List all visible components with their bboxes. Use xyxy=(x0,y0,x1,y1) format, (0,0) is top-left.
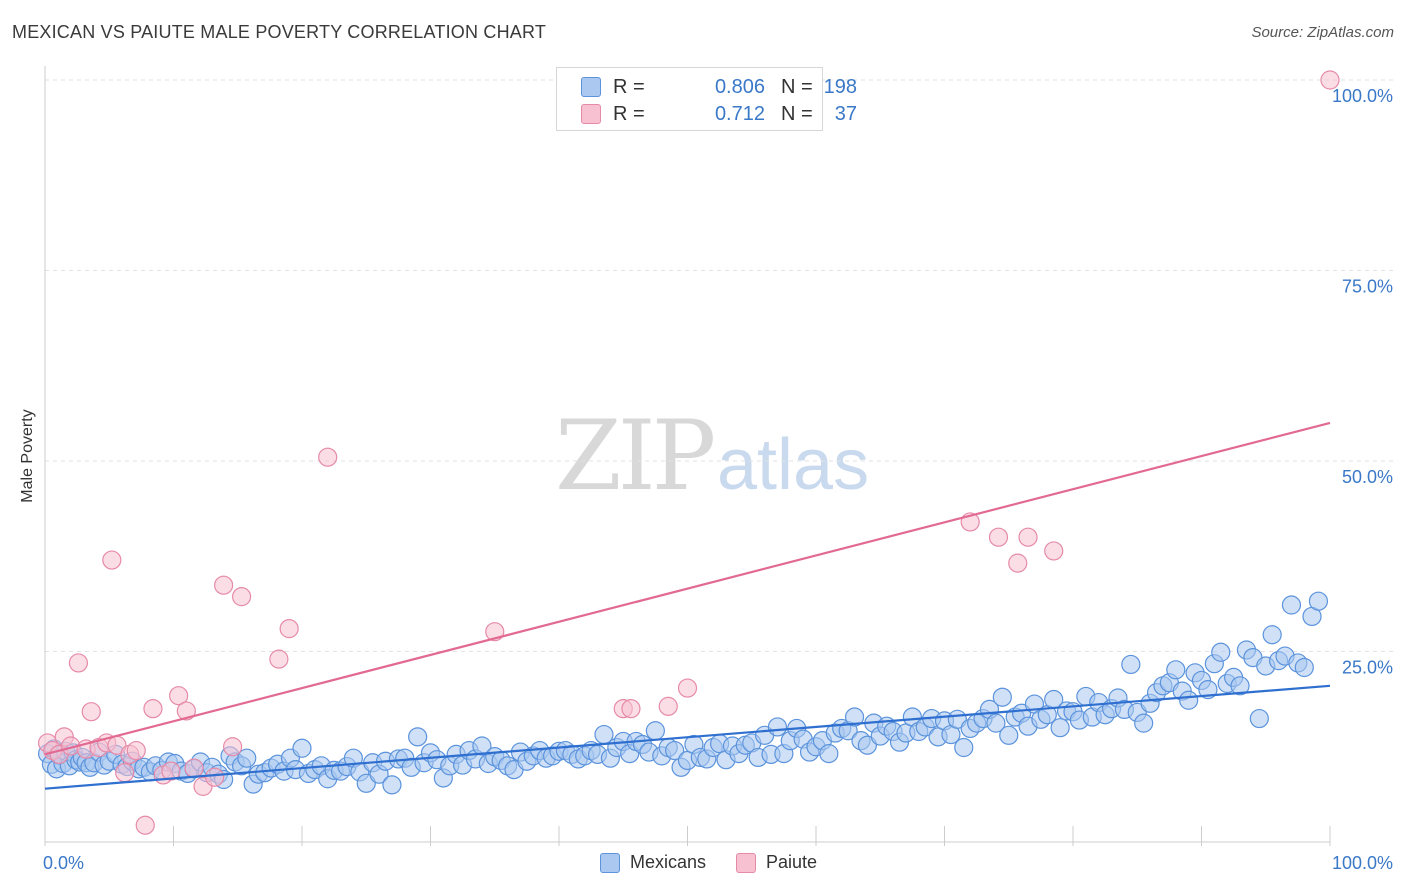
legend-item-mexicans[interactable]: Mexicans xyxy=(600,852,706,873)
chart-title: MEXICAN VS PAIUTE MALE POVERTY CORRELATI… xyxy=(12,22,547,42)
trend-lines xyxy=(44,421,1331,790)
mexicans-point xyxy=(844,707,865,727)
n-value: 198 xyxy=(823,75,857,98)
n-label: N = xyxy=(781,102,813,125)
paiute-point xyxy=(1044,541,1064,561)
paiute-point xyxy=(223,737,243,757)
x-tick-label: 0.0% xyxy=(43,853,84,873)
mexicans-point xyxy=(1050,718,1070,738)
paiute-point xyxy=(143,699,163,719)
grid-lines xyxy=(45,79,1395,652)
paiute-point xyxy=(214,575,234,595)
mexicans-point xyxy=(665,740,685,761)
paiute-point xyxy=(169,686,189,706)
mexicans-point xyxy=(954,737,974,758)
stats-row-mexicans: R = 0.806 N = 198 xyxy=(581,76,857,98)
series-legend: Mexicans Paiute xyxy=(600,852,847,873)
mexicans-point xyxy=(767,717,788,737)
mexicans-point xyxy=(1211,642,1231,662)
axes xyxy=(44,66,1331,846)
x-tick-label: 100.0% xyxy=(1332,853,1393,873)
r-value: 0.712 xyxy=(714,102,765,125)
mexicans-point xyxy=(1294,657,1314,678)
mexicans-point xyxy=(472,736,492,756)
mexicans-point xyxy=(1179,690,1199,710)
y-tick-label: 50.0% xyxy=(1342,467,1393,487)
mexicans-point xyxy=(237,748,257,768)
mexicans-point xyxy=(1308,591,1329,611)
mexicans-point xyxy=(999,725,1019,745)
mexicans-point xyxy=(1262,625,1282,645)
paiute-point xyxy=(988,527,1009,547)
paiute-point xyxy=(621,699,641,719)
paiute-swatch xyxy=(581,104,601,124)
paiute-swatch xyxy=(736,852,757,873)
paiute-point xyxy=(318,447,338,467)
paiute-point xyxy=(115,763,135,783)
source-label: Source: ZipAtlas.com xyxy=(1251,24,1394,41)
mexicans-swatch xyxy=(581,77,601,97)
paiute-point xyxy=(161,761,181,781)
mexicans-point xyxy=(1166,660,1186,680)
watermark-zip: ZIP xyxy=(555,400,716,512)
n-label: N = xyxy=(781,75,813,98)
mexicans-point xyxy=(1134,713,1154,733)
paiute-point xyxy=(102,550,122,570)
y-tick-label: 75.0% xyxy=(1342,277,1393,297)
paiute-point xyxy=(176,701,196,721)
paiute-point xyxy=(81,702,101,722)
mexicans-point xyxy=(382,775,402,795)
paiute-point xyxy=(1018,527,1038,547)
mexicans-swatch xyxy=(600,852,620,873)
mexicans-point xyxy=(1281,595,1302,615)
paiute-point xyxy=(677,678,698,698)
legend-item-paiute[interactable]: Paiute xyxy=(736,852,817,873)
r-value: 0.806 xyxy=(714,75,765,98)
n-value: 37 xyxy=(834,102,857,125)
paiute-trend-line xyxy=(44,421,1331,756)
watermark-atlas: atlas xyxy=(717,425,870,505)
paiute-point xyxy=(68,653,89,673)
y-tick-label: 100.0% xyxy=(1332,86,1393,106)
stats-row-paiute: R = 0.712 N = 37 xyxy=(581,103,857,125)
legend-label-paiute: Paiute xyxy=(766,852,818,872)
paiute-point xyxy=(269,649,289,669)
mexicans-point xyxy=(992,687,1012,707)
paiute-point xyxy=(1320,70,1340,90)
mexicans-point xyxy=(1249,708,1269,729)
y-tick-label: 25.0% xyxy=(1342,658,1393,678)
mexicans-trend-line xyxy=(44,684,1331,790)
mexicans-point xyxy=(1121,654,1141,675)
mexicans-point xyxy=(645,721,665,741)
paiute-point xyxy=(135,815,155,835)
paiute-point xyxy=(205,767,225,787)
mexicans-point xyxy=(819,744,839,764)
mexicans-point xyxy=(1230,676,1250,696)
paiute-point xyxy=(1008,553,1028,573)
r-label: R = xyxy=(613,75,645,98)
stats-legend: R = 0.806 N = 198 R = 0.712 N = 37 xyxy=(556,67,857,131)
paiute-point xyxy=(658,696,678,716)
paiute-point xyxy=(184,758,204,778)
paiute-point xyxy=(279,619,299,639)
mexicans-point xyxy=(292,738,312,758)
legend-label-mexicans: Mexicans xyxy=(630,852,707,872)
paiute-point xyxy=(126,740,146,761)
tick-labels: 25.0% 50.0% 75.0% 100.0% 0.0% 100.0% xyxy=(43,86,1393,873)
mexicans-point xyxy=(408,727,428,747)
r-label: R = xyxy=(613,102,645,125)
mexicans-point xyxy=(986,713,1006,733)
paiute-point xyxy=(232,587,252,607)
